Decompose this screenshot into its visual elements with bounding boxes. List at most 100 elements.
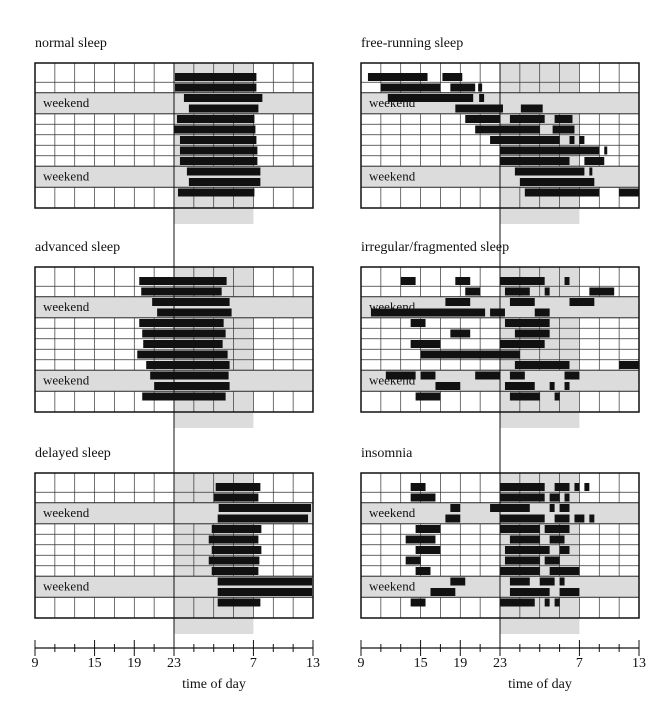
sleep-bar <box>500 340 545 348</box>
sleep-bar <box>430 588 456 596</box>
sleep-bar <box>387 94 474 102</box>
sleep-bar <box>554 483 570 491</box>
sleep-bar <box>504 556 540 565</box>
sleep-bar <box>415 525 441 533</box>
x-axis-label: time of day <box>182 677 246 692</box>
sleep-bar <box>509 298 535 306</box>
sleep-bar <box>554 115 573 123</box>
sleep-bar <box>442 73 463 81</box>
sleep-bar <box>176 115 255 123</box>
sleep-bar <box>143 340 223 348</box>
sleep-bar <box>188 178 261 186</box>
sleep-bar <box>217 598 261 607</box>
weekend-label: weekend <box>43 95 90 110</box>
sleep-bar <box>218 504 312 512</box>
sleep-bar <box>211 525 262 533</box>
sleep-bar <box>509 371 525 380</box>
weekend-label: weekend <box>43 169 90 184</box>
sleep-bar <box>150 371 229 380</box>
sleep-bar <box>574 483 580 491</box>
x-axis-label: time of day <box>508 677 572 692</box>
sleep-bar <box>410 598 426 607</box>
sleep-bar <box>410 493 436 502</box>
sleep-bar <box>217 514 309 523</box>
sleep-bar <box>549 493 560 502</box>
sleep-bar <box>380 83 441 92</box>
sleep-bar <box>367 73 428 81</box>
sleep-bar <box>490 308 505 317</box>
sleep-bar <box>174 125 256 134</box>
sleep-bar <box>569 298 595 306</box>
sleep-bar <box>504 382 535 390</box>
sleep-bar <box>215 483 261 491</box>
sleep-bar <box>177 188 255 197</box>
sleep-bar <box>559 577 565 586</box>
x-tick-label: 19 <box>127 656 141 671</box>
sleep-bar <box>213 493 259 502</box>
sleep-bar <box>141 287 222 296</box>
panel-title: free-running sleep <box>361 36 463 51</box>
sleep-bar <box>154 382 230 390</box>
sleep-bar <box>514 361 570 369</box>
sleep-bar <box>539 577 555 586</box>
sleep-bar <box>504 287 530 296</box>
sleep-bar <box>500 277 545 285</box>
sleep-bar <box>500 598 535 607</box>
panel-title: normal sleep <box>35 36 107 51</box>
sleep-bar <box>534 308 550 317</box>
x-tick-label: 9 <box>32 656 39 671</box>
sleep-bar <box>157 308 232 317</box>
sleep-bar <box>554 514 570 523</box>
sleep-bar <box>179 136 257 144</box>
x-tick-label: 13 <box>632 656 646 671</box>
sleep-bar <box>142 329 226 338</box>
sleep-bar <box>604 146 608 155</box>
sleep-bar <box>478 83 483 92</box>
sleep-bar <box>500 493 545 502</box>
sleep-bar <box>544 525 570 533</box>
sleep-bar <box>400 277 416 285</box>
weekend-label: weekend <box>369 579 416 594</box>
sleep-bar <box>415 546 441 554</box>
sleep-bar <box>490 136 560 144</box>
sleep-bar <box>385 371 416 380</box>
sleep-bar <box>146 361 230 369</box>
weekend-label: weekend <box>43 373 90 388</box>
sleep-bar <box>455 277 471 285</box>
sleep-bar <box>500 146 600 155</box>
sleep-bar <box>569 136 575 144</box>
sleep-bar <box>564 382 570 390</box>
sleep-bar <box>450 83 476 92</box>
x-tick-label: 23 <box>167 656 181 671</box>
sleep-bar <box>500 567 540 575</box>
weekend-label: weekend <box>43 299 90 314</box>
sleep-bar <box>579 136 585 144</box>
sleep-bar <box>619 188 639 197</box>
sleep-bar <box>490 504 530 512</box>
sleep-bar <box>420 371 436 380</box>
sleep-bar <box>544 556 560 565</box>
sleep-bar <box>435 382 461 390</box>
sleep-bar <box>584 157 605 165</box>
x-tick-label: 9 <box>358 656 365 671</box>
sleep-bar <box>554 598 560 607</box>
sleep-bar <box>519 178 595 186</box>
sleep-bar <box>564 371 580 380</box>
sleep-bar <box>509 535 540 544</box>
weekend-label: weekend <box>43 579 90 594</box>
sleep-bar <box>174 83 257 92</box>
sleep-bar <box>445 514 461 523</box>
sleep-bar <box>211 567 259 575</box>
sleep-bar <box>186 167 261 176</box>
sleep-bar <box>589 167 593 176</box>
sleep-bar <box>450 577 466 586</box>
sleep-bar <box>410 483 426 491</box>
sleep-bar <box>405 535 436 544</box>
x-tick-label: 13 <box>306 656 320 671</box>
sleep-bar <box>179 146 258 155</box>
sleep-bar <box>208 535 259 544</box>
sleep-bar <box>500 525 540 533</box>
panel-title: delayed sleep <box>35 446 111 461</box>
sleep-bar <box>450 329 471 338</box>
